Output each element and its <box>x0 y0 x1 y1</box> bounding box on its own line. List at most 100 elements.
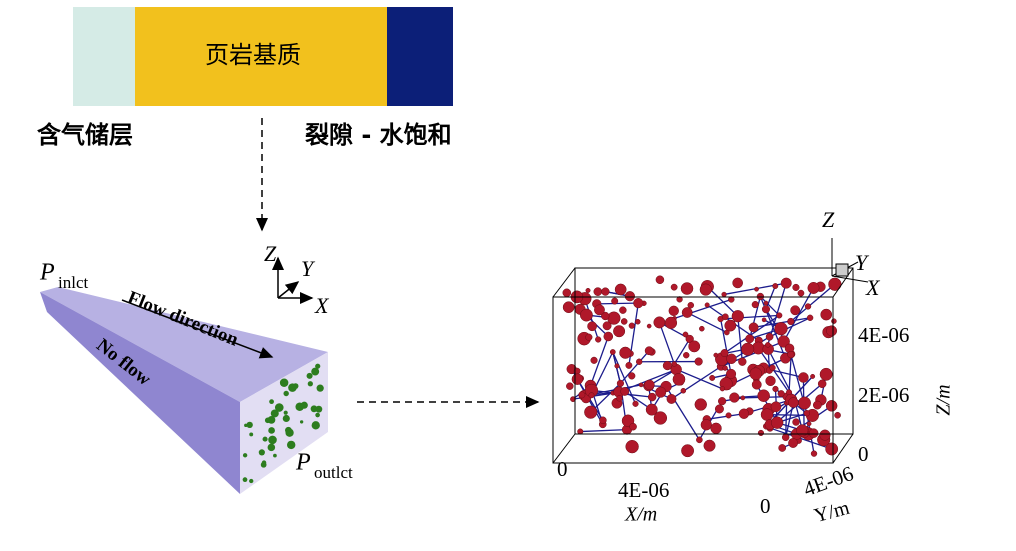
pore <box>770 416 784 429</box>
pore <box>249 432 254 437</box>
throat <box>790 283 836 322</box>
pore <box>273 453 277 458</box>
pore <box>803 410 810 417</box>
pore <box>694 357 703 366</box>
pore <box>699 283 712 296</box>
throat <box>759 296 780 316</box>
pore <box>599 416 607 424</box>
pore <box>748 322 759 333</box>
pore <box>315 412 320 418</box>
pore <box>726 368 737 379</box>
pore <box>819 429 831 441</box>
pore <box>613 325 626 338</box>
pore <box>777 335 790 348</box>
pore <box>804 303 812 310</box>
pore <box>584 405 598 419</box>
throat <box>724 314 780 354</box>
pore <box>620 387 630 396</box>
pore <box>757 389 770 402</box>
throat <box>765 285 776 310</box>
pore-network <box>562 275 842 458</box>
pore <box>585 287 591 293</box>
pore <box>310 405 318 413</box>
y-axis-label: Y <box>301 256 316 281</box>
axis-triad <box>272 256 314 304</box>
pore <box>820 308 833 321</box>
outlet-subscript: outlct <box>314 463 353 482</box>
pore <box>776 312 783 319</box>
throat <box>769 317 811 338</box>
y-axis-title: Y/m <box>812 497 852 528</box>
pore <box>653 316 666 329</box>
pore <box>732 277 743 289</box>
pore <box>672 373 686 386</box>
pore <box>603 331 614 342</box>
pore <box>772 283 779 289</box>
pore <box>781 433 790 442</box>
throat <box>589 336 609 386</box>
pore <box>636 358 643 365</box>
prism-outlet-face <box>240 352 328 494</box>
pore <box>311 421 320 430</box>
pore <box>790 305 801 316</box>
pore <box>709 374 716 381</box>
pore <box>725 412 732 419</box>
z-tick-label: 2E-06 <box>858 383 909 407</box>
bounding-box <box>552 267 854 464</box>
pore <box>249 478 254 484</box>
pore <box>798 372 809 383</box>
pore <box>299 420 304 424</box>
throat <box>584 298 599 340</box>
pore <box>646 323 652 329</box>
throat <box>619 350 650 384</box>
pore <box>285 428 294 437</box>
pore <box>590 356 598 364</box>
reservoir-band <box>73 7 136 106</box>
pore <box>616 379 624 387</box>
pore <box>770 401 782 413</box>
pore <box>286 440 296 450</box>
pore <box>749 367 763 381</box>
pore <box>593 287 603 296</box>
y-tick-label: 4E-06 <box>800 461 856 501</box>
throat <box>737 316 743 362</box>
pore <box>738 408 750 419</box>
reservoir-label: 含气储层 <box>37 121 133 149</box>
throat <box>706 413 745 420</box>
pore <box>262 436 268 442</box>
pore <box>268 427 275 434</box>
throat <box>788 354 792 393</box>
axis-triad <box>831 238 869 283</box>
pore <box>307 381 313 387</box>
pore <box>688 340 701 353</box>
pore <box>242 477 248 483</box>
pore <box>635 319 641 325</box>
pore <box>616 394 623 402</box>
pore <box>787 350 795 359</box>
pore <box>699 325 705 332</box>
prism-side <box>40 292 240 494</box>
pore <box>772 385 779 393</box>
y-axis-label: Y <box>855 250 870 275</box>
pore <box>729 392 740 403</box>
pore <box>644 346 654 356</box>
pore <box>562 288 572 298</box>
pore <box>602 321 612 331</box>
pore <box>619 306 627 314</box>
throat <box>719 318 732 375</box>
pore <box>268 435 277 445</box>
pore <box>683 352 690 359</box>
pore <box>680 387 687 394</box>
flow-arrow <box>121 299 274 359</box>
pore <box>655 386 667 398</box>
pore <box>834 411 841 419</box>
pore <box>671 361 677 367</box>
pore <box>831 318 837 324</box>
pore <box>754 286 759 292</box>
throat <box>706 286 739 317</box>
pore <box>258 449 265 456</box>
pore <box>601 311 610 321</box>
pore <box>306 372 313 379</box>
pore <box>283 410 288 415</box>
pore <box>774 322 788 336</box>
